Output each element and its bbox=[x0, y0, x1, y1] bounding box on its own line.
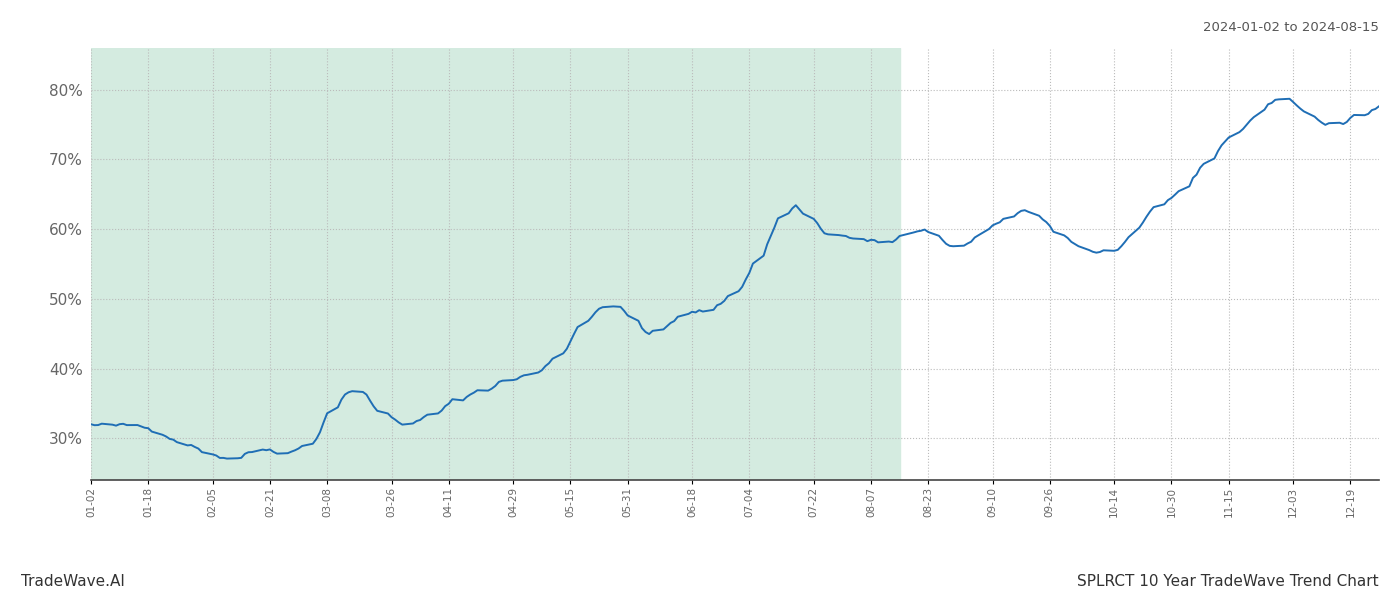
Bar bbox=[91, 48, 900, 480]
Text: 2024-01-02 to 2024-08-15: 2024-01-02 to 2024-08-15 bbox=[1203, 21, 1379, 34]
Text: SPLRCT 10 Year TradeWave Trend Chart: SPLRCT 10 Year TradeWave Trend Chart bbox=[1078, 574, 1379, 589]
Text: TradeWave.AI: TradeWave.AI bbox=[21, 574, 125, 589]
